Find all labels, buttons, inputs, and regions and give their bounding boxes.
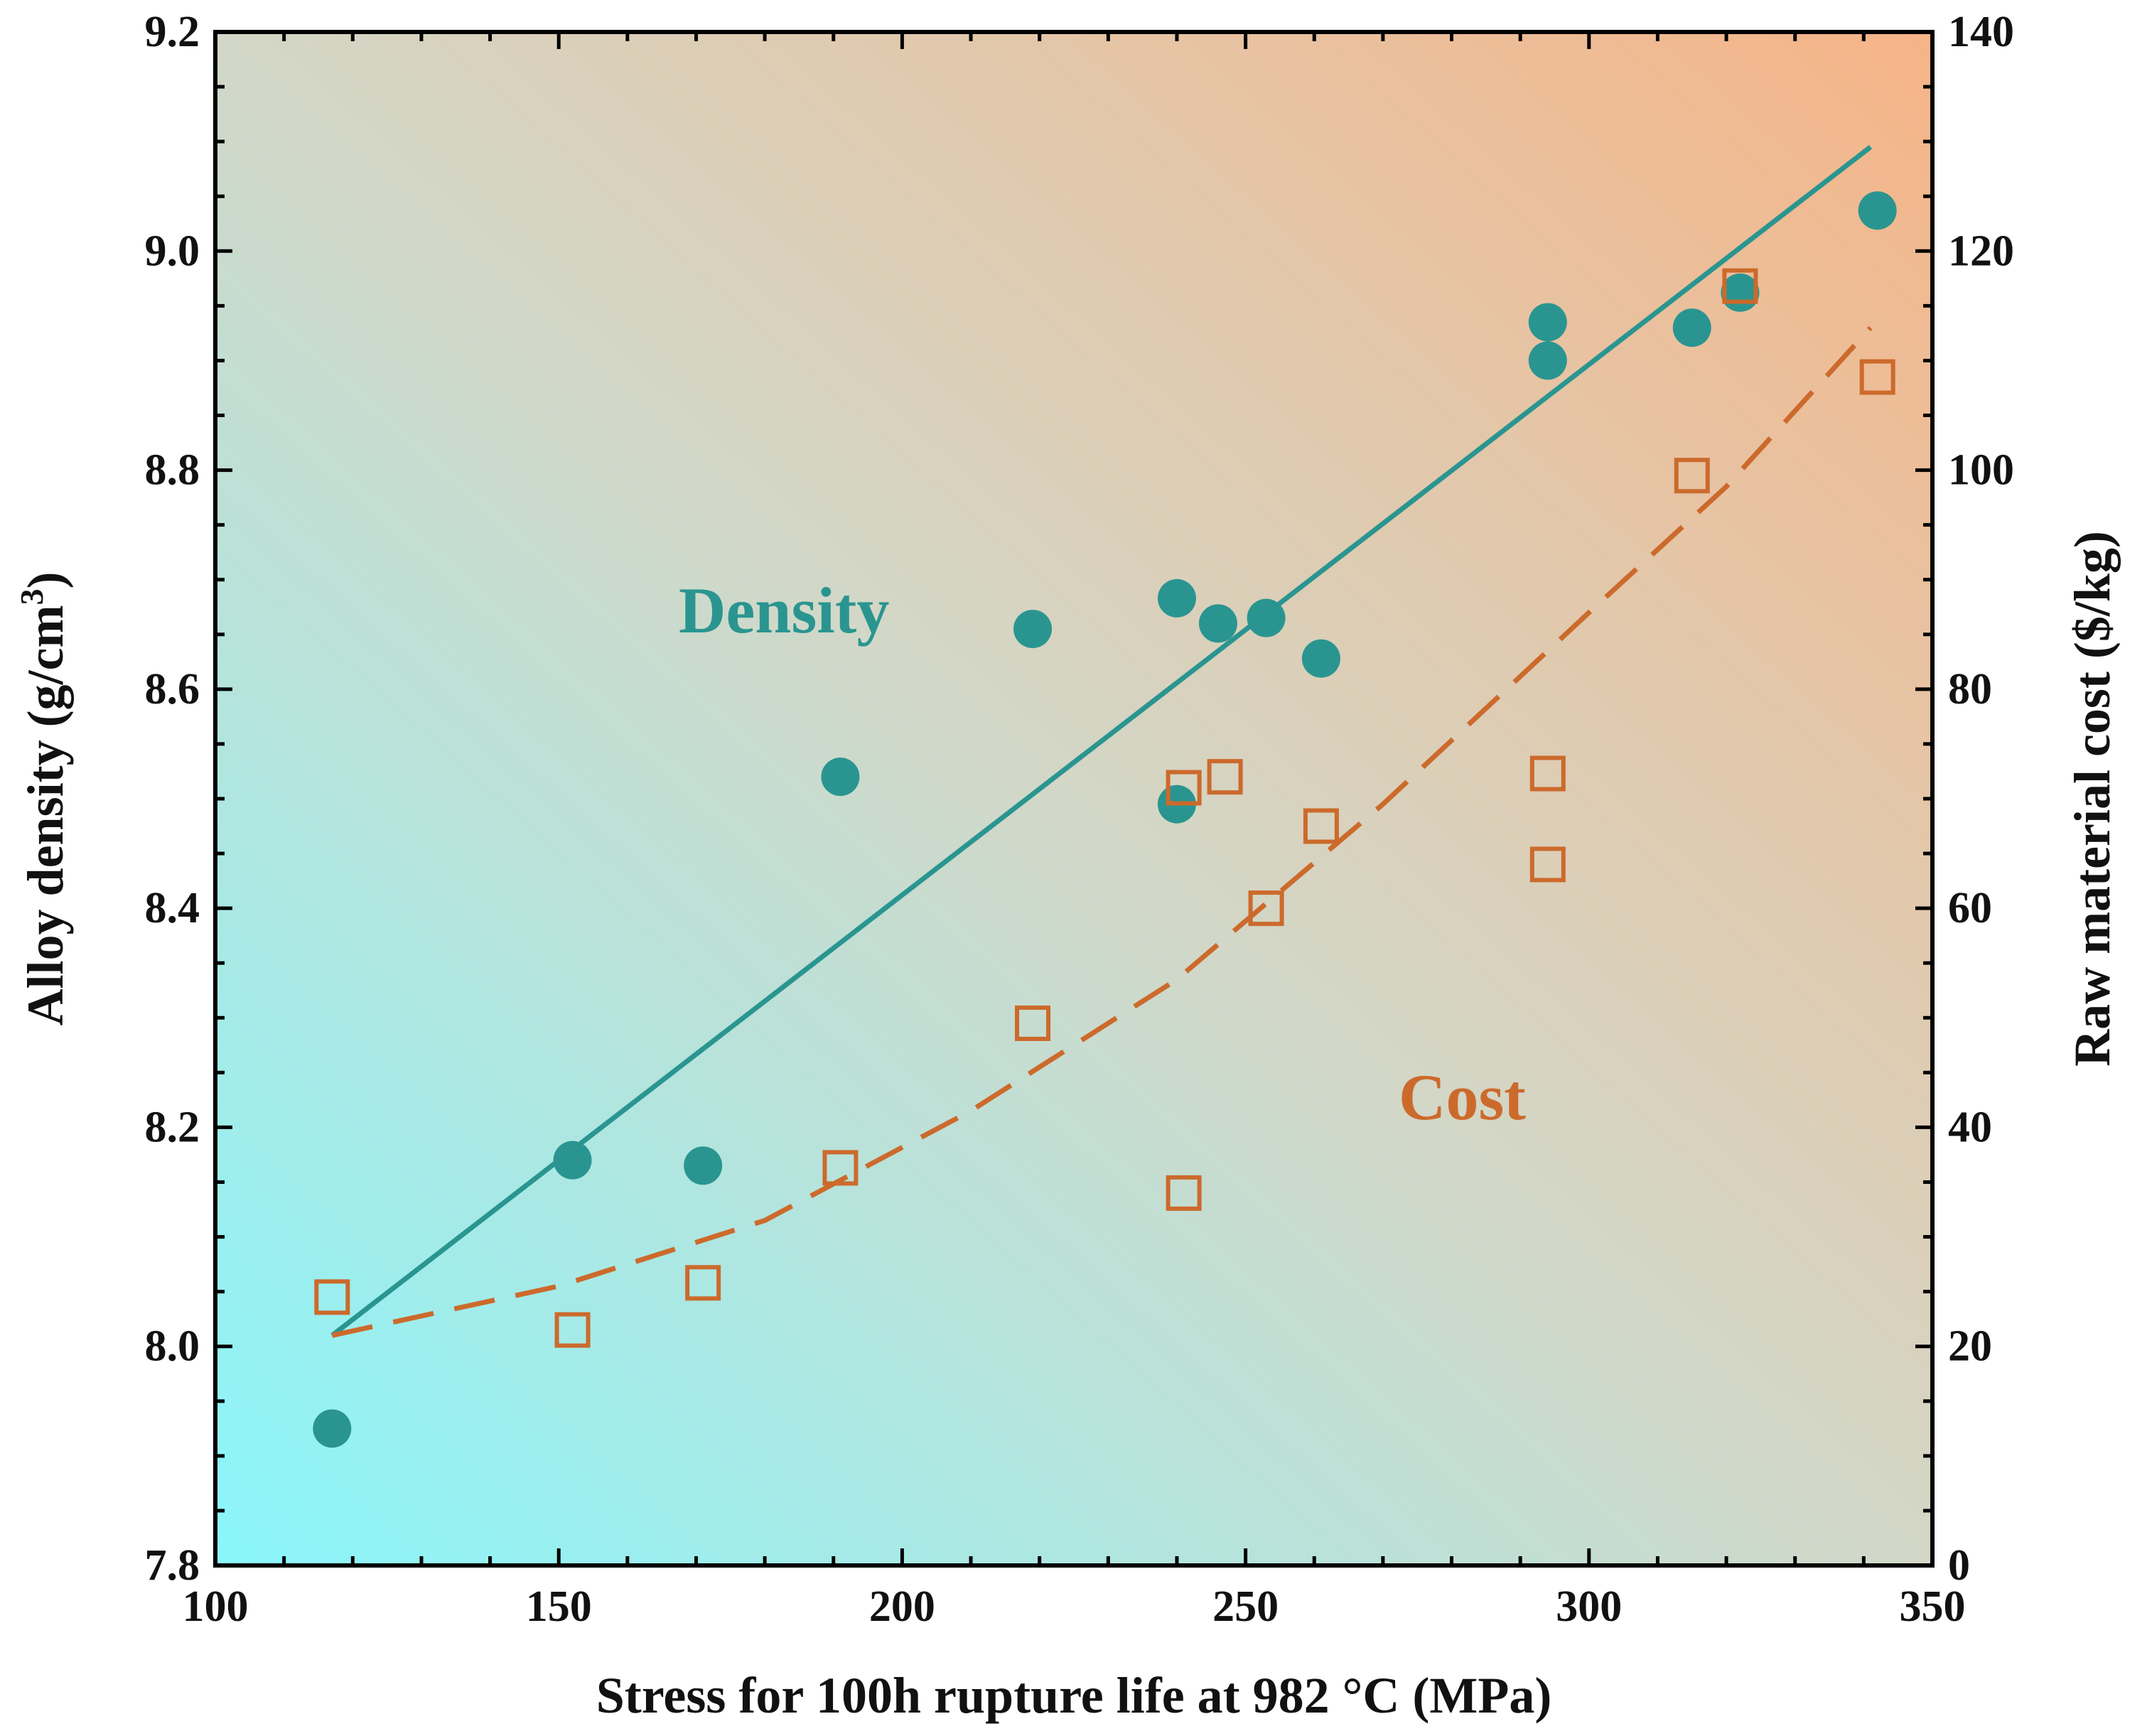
cost-point	[1674, 458, 1710, 494]
annotation-cost: Cost	[1399, 1061, 1526, 1133]
y-left-tick-label: 7.8	[145, 1541, 200, 1590]
density-point	[1013, 610, 1053, 649]
y-left-tick-label: 8.2	[145, 1103, 200, 1151]
cost-point	[1859, 359, 1895, 395]
tick-layer: 100 150 200 250 300 3507.88.08.28.48.68.89.09…	[145, 8, 2015, 1631]
cost-point	[822, 1150, 859, 1186]
cost-point	[554, 1312, 591, 1348]
marker-layer	[313, 191, 1897, 1448]
y-left-title-main: Alloy density (g/cm	[17, 605, 74, 1026]
y-right-tick-label: 60	[1948, 884, 1992, 932]
y-right-tick-label: 120	[1948, 227, 2014, 275]
density-point	[313, 1409, 352, 1448]
y-right-tick-label: 80	[1948, 665, 1992, 713]
y-left-tick-label: 8.0	[145, 1322, 200, 1371]
fit-layer	[330, 145, 1873, 1338]
density-point	[1247, 598, 1286, 637]
cost-point	[1529, 846, 1566, 883]
density-point	[821, 758, 860, 797]
y-axis-right-title: Raw material cost ($/kg)	[2064, 531, 2121, 1067]
y-right-tick-label: 20	[1948, 1322, 1992, 1371]
y-left-title-close: )	[17, 572, 74, 589]
cost-point	[1248, 890, 1284, 927]
plot-background	[215, 32, 1932, 1565]
density-point	[1528, 303, 1567, 342]
y-left-tick-label: 9.0	[145, 227, 200, 275]
density-fit-line	[330, 145, 1873, 1338]
cost-point	[314, 1279, 350, 1315]
y-right-tick-label: 0	[1948, 1541, 1970, 1590]
x-axis-title: Stress for 100h rupture life at 982 °C (…	[596, 1667, 1552, 1724]
density-point	[684, 1146, 723, 1185]
y-right-tick-label: 100	[1948, 446, 2014, 495]
cost-point	[1722, 268, 1758, 304]
cost-point	[1166, 770, 1202, 806]
cost-point	[1166, 1175, 1202, 1211]
cost-point	[1015, 1005, 1051, 1041]
y-axis-left-title: Alloy density (g/cm3)	[14, 572, 74, 1026]
x-tick-label: 250	[1212, 1583, 1279, 1631]
annotation-density: Density	[679, 574, 889, 647]
cost-point	[1529, 755, 1566, 792]
x-tick-label: 200	[869, 1583, 935, 1631]
density-point	[1672, 308, 1711, 347]
cost-fit-line	[331, 325, 1873, 1338]
density-point	[1721, 273, 1760, 312]
y-left-title-sup: 3	[14, 589, 50, 605]
x-tick-label: 350	[1900, 1583, 1966, 1631]
density-point	[1157, 578, 1196, 618]
cost-point	[685, 1265, 721, 1301]
y-left-tick-label: 8.8	[145, 446, 200, 495]
y-left-tick-label: 8.4	[145, 884, 200, 932]
x-tick-label: 150	[526, 1583, 592, 1631]
density-point	[1198, 604, 1237, 643]
y-right-tick-label: 140	[1948, 8, 2014, 56]
y-left-tick-label: 8.6	[145, 665, 200, 713]
cost-point	[1303, 808, 1339, 844]
y-left-tick-label: 9.2	[145, 8, 200, 56]
density-point	[1301, 639, 1340, 678]
cost-point	[1207, 759, 1243, 795]
y-right-tick-label: 40	[1948, 1103, 1992, 1151]
density-point	[1858, 191, 1897, 230]
x-tick-label: 100	[183, 1583, 249, 1631]
density-point	[1528, 341, 1567, 380]
density-point	[553, 1141, 592, 1180]
x-tick-label: 300	[1556, 1583, 1622, 1631]
